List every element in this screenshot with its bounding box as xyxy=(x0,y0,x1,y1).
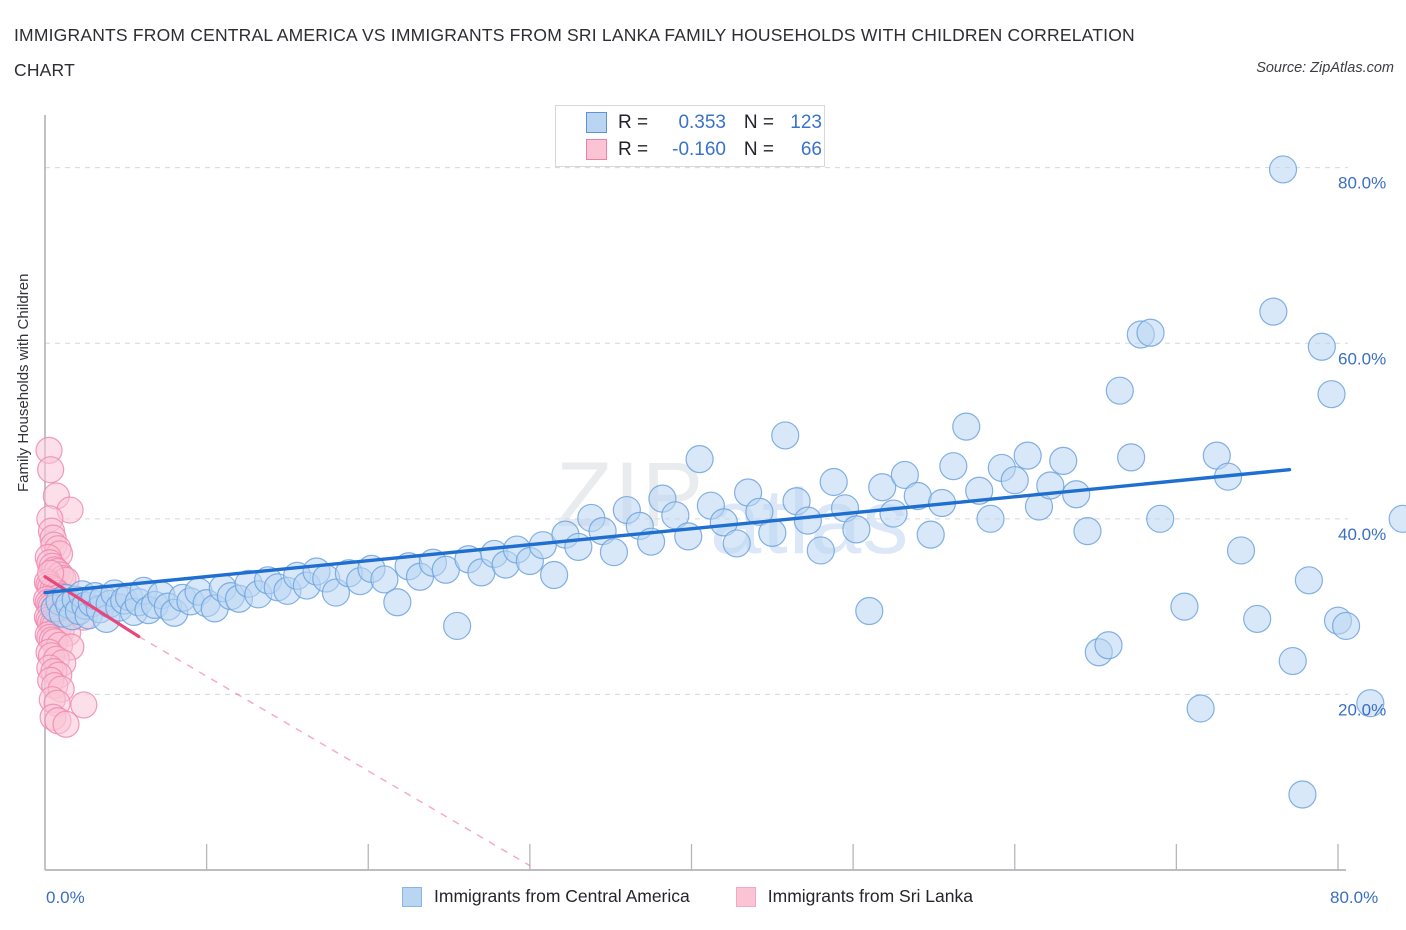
data-point xyxy=(1073,517,1102,546)
n-value-central-america: 123 xyxy=(790,111,822,133)
stats-row-central-america: R = 0.353 N = 123 xyxy=(586,109,824,136)
data-point xyxy=(976,504,1005,533)
series-legend: Immigrants from Central America Immigran… xyxy=(402,886,1019,907)
data-point xyxy=(1049,446,1078,475)
data-point xyxy=(383,588,412,617)
data-point xyxy=(540,560,569,590)
source-attribution: Source: ZipAtlas.com xyxy=(1256,60,1394,76)
correlation-stats-legend: R = 0.353 N = 123 R = -0.160 N = 66 xyxy=(555,105,825,167)
legend-swatch-sri-lanka xyxy=(586,139,607,160)
title-block: IMMIGRANTS FROM CENTRAL AMERICA VS IMMIG… xyxy=(14,18,1214,88)
data-point xyxy=(1268,155,1298,184)
x-axis-min-label: 0.0% xyxy=(46,888,85,907)
data-point xyxy=(1317,380,1346,409)
legend-item-sri-lanka[interactable]: Immigrants from Sri Lanka xyxy=(735,886,973,907)
data-point xyxy=(685,445,714,474)
data-point xyxy=(37,456,65,484)
legend-swatch-central-america xyxy=(586,112,607,133)
y-axis-title: Family Households with Children xyxy=(15,274,32,492)
data-point xyxy=(70,691,98,719)
legend-color-central-america xyxy=(402,886,422,907)
axis-lines xyxy=(44,115,1346,871)
r-value-central-america: 0.353 xyxy=(678,111,726,133)
y-tick-label: 40.0% xyxy=(1338,525,1386,544)
data-point xyxy=(965,476,994,505)
r-label-central-america: R = xyxy=(618,111,649,133)
n-label-sri-lanka: N = xyxy=(743,138,774,160)
r-value-sri-lanka: -0.160 xyxy=(672,138,726,160)
data-point xyxy=(1117,443,1146,472)
legend-item-central-america[interactable]: Immigrants from Central America xyxy=(402,886,690,907)
data-point xyxy=(722,529,751,558)
data-point xyxy=(1136,318,1165,347)
data-point xyxy=(52,710,80,738)
data-point xyxy=(1294,566,1324,595)
page-title: IMMIGRANTS FROM CENTRAL AMERICA VS IMMIG… xyxy=(14,25,1135,80)
legend-color-sri-lanka xyxy=(735,886,756,907)
data-point xyxy=(879,499,908,528)
data-point xyxy=(855,596,884,626)
data-point xyxy=(1356,689,1385,718)
data-point xyxy=(1331,611,1361,641)
data-point xyxy=(952,412,981,441)
legend-label-sri-lanka: Immigrants from Sri Lanka xyxy=(767,886,973,906)
r-label-sri-lanka: R = xyxy=(618,138,649,160)
y-axis-tick-labels: 20.0% 40.0% 60.0% 80.0% xyxy=(1338,174,1386,720)
n-label-central-america: N = xyxy=(743,111,774,133)
data-point xyxy=(842,515,871,544)
data-point xyxy=(599,538,629,567)
stats-row-sri-lanka: R = -0.160 N = 66 xyxy=(586,136,824,163)
axis-ticks xyxy=(44,844,1339,870)
data-point xyxy=(1288,780,1317,809)
data-point xyxy=(890,460,919,490)
data-point xyxy=(1388,504,1406,533)
data-point xyxy=(1186,694,1215,723)
data-point xyxy=(370,565,399,594)
trendline-sri-lanka xyxy=(43,575,531,867)
data-point xyxy=(1000,466,1029,495)
n-value-sri-lanka: 66 xyxy=(800,138,822,160)
data-point xyxy=(793,506,822,535)
data-point xyxy=(806,536,835,565)
y-tick-label: 80.0% xyxy=(1338,174,1386,193)
y-tick-label: 20.0% xyxy=(1338,700,1386,719)
data-point xyxy=(709,508,738,537)
y-axis-title-text: Family Households with Children xyxy=(15,274,32,492)
data-point xyxy=(1307,332,1336,361)
data-point xyxy=(1013,441,1042,470)
data-point xyxy=(819,467,848,497)
data-point xyxy=(37,559,65,587)
data-point xyxy=(1146,504,1175,533)
data-point xyxy=(1170,592,1199,621)
data-point xyxy=(916,520,945,549)
data-point xyxy=(745,497,774,526)
data-point xyxy=(1062,480,1091,509)
data-point xyxy=(1094,631,1123,660)
y-tick-label: 60.0% xyxy=(1338,349,1386,368)
gridlines xyxy=(45,167,1348,695)
data-point xyxy=(1278,646,1307,676)
data-point xyxy=(1259,297,1288,326)
data-point xyxy=(771,421,800,450)
data-point xyxy=(443,611,472,641)
data-point xyxy=(758,518,787,547)
data-point xyxy=(939,452,968,481)
data-point xyxy=(1105,376,1134,405)
legend-label-central-america: Immigrants from Central America xyxy=(434,886,690,906)
data-point xyxy=(1226,536,1256,565)
data-points-central-america xyxy=(40,155,1406,809)
data-point xyxy=(868,473,897,502)
data-point xyxy=(1243,604,1272,634)
trendline-central-america xyxy=(43,467,1292,595)
x-axis-max-label: 80.0% xyxy=(1330,888,1379,907)
